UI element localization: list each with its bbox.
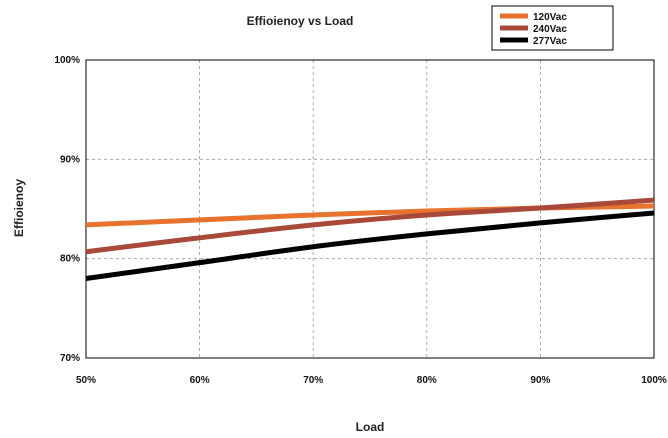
series-line-277vac — [85, 210, 655, 282]
grid — [86, 60, 654, 358]
legend-label: 120Vac — [533, 12, 567, 23]
legend-label: 277Vac — [533, 36, 567, 47]
x-tick-label: 80% — [417, 375, 437, 386]
x-tick-label: 50% — [76, 375, 96, 386]
x-tick-label: 90% — [530, 375, 550, 386]
legend-label: 240Vac — [533, 24, 567, 35]
y-axis-label: Effioienoy — [12, 179, 26, 237]
x-tick-label: 60% — [190, 375, 210, 386]
y-tick-label: 100% — [54, 55, 80, 66]
y-tick-label: 90% — [60, 154, 80, 165]
series-line-240vac — [85, 197, 655, 255]
x-axis-label: Load — [356, 420, 385, 434]
x-tick-label: 70% — [303, 375, 323, 386]
plot-area-border — [85, 59, 655, 359]
x-tick-label: 100% — [641, 375, 667, 386]
series-lines — [85, 197, 655, 282]
y-axis-ticks: 70% 80% 90% 100% — [54, 55, 80, 364]
y-tick-label: 70% — [60, 353, 80, 364]
y-tick-label: 80% — [60, 254, 80, 265]
x-axis-ticks: 50% 60% 70% 80% 90% 100% — [76, 375, 667, 386]
chart-title: Effioienoy vs Load — [247, 14, 354, 28]
